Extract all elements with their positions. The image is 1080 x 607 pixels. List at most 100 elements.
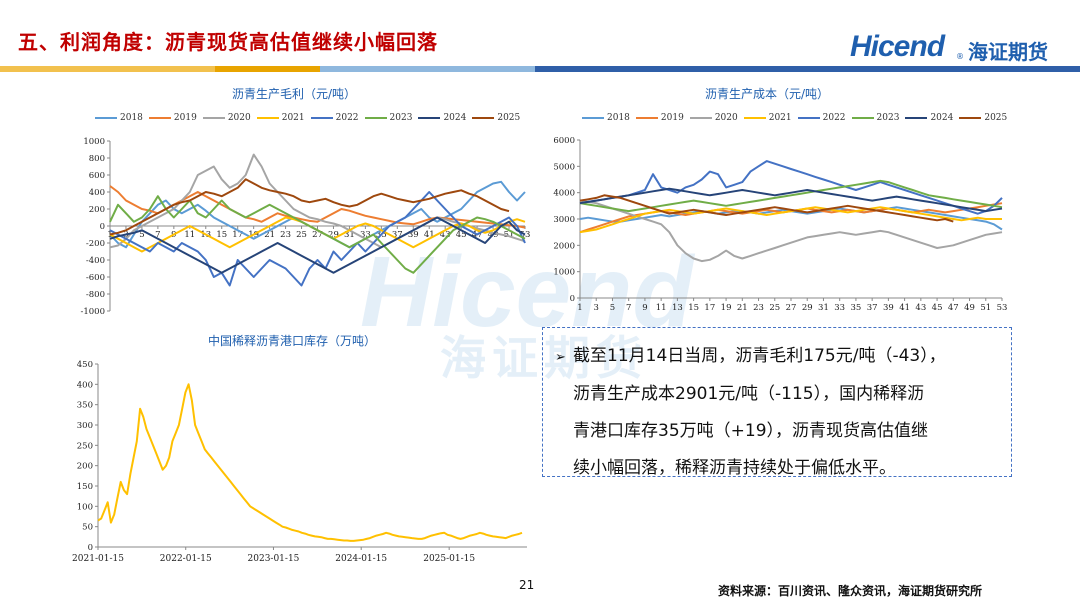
y-tick-label: 1000 bbox=[83, 137, 105, 147]
legend-entry-2022: 2022 bbox=[797, 113, 846, 123]
legend-label: 2022 bbox=[822, 113, 846, 123]
series-line-2025 bbox=[109, 178, 510, 236]
y-tick-label: 3000 bbox=[553, 215, 575, 225]
logo-registered: ® bbox=[956, 52, 964, 61]
series-line-inventory bbox=[97, 383, 523, 542]
x-tick-label: 53 bbox=[520, 230, 531, 240]
logo-wordmark: Hicend bbox=[850, 30, 945, 63]
legend-label: 2019 bbox=[173, 113, 197, 123]
x-tick-label: 25 bbox=[296, 230, 307, 240]
x-tick-label: 49 bbox=[964, 303, 975, 313]
legend-entry-2020: 2020 bbox=[689, 113, 738, 123]
x-tick-label: 29 bbox=[802, 303, 813, 313]
commentary-line-2: 沥青生产成本2901元/吨（-115），国内稀释沥 bbox=[573, 384, 925, 404]
x-tick-label: 2025-01-15 bbox=[423, 554, 475, 564]
x-tick-label: 47 bbox=[948, 303, 959, 313]
legend-label: 2018 bbox=[120, 113, 143, 123]
y-tick-label: 0 bbox=[88, 543, 93, 553]
x-tick-label: 19 bbox=[721, 303, 732, 313]
legend-swatch bbox=[418, 117, 441, 119]
legend-swatch bbox=[202, 117, 225, 119]
series-line-2023 bbox=[579, 179, 1003, 213]
legend-swatch bbox=[959, 117, 982, 119]
y-tick-label: 300 bbox=[77, 421, 93, 431]
series-line-2024 bbox=[579, 187, 1003, 213]
y-tick-label: 400 bbox=[77, 380, 93, 390]
x-tick-label: 53 bbox=[997, 303, 1008, 313]
legend-entry-2019: 2019 bbox=[635, 113, 684, 123]
page-number: 21 bbox=[519, 578, 535, 592]
x-tick-label: 13 bbox=[672, 303, 683, 313]
cost-chart-legend: 2018 2019 2020 2021 2022 2023 2024 2025 bbox=[582, 113, 1009, 123]
y-tick-label: 200 bbox=[89, 205, 105, 215]
y-tick-label: -600 bbox=[86, 273, 105, 283]
x-tick-label: 33 bbox=[834, 303, 845, 313]
y-tick-label: 0 bbox=[100, 222, 105, 232]
x-tick-label: 5 bbox=[610, 303, 615, 313]
series-line-2021 bbox=[579, 206, 1002, 234]
x-tick-label: 11 bbox=[656, 303, 667, 313]
legend-swatch bbox=[310, 117, 333, 119]
x-tick-label: 17 bbox=[704, 303, 715, 313]
legend-swatch bbox=[635, 117, 658, 119]
legend-swatch bbox=[689, 117, 712, 119]
y-tick-label: 800 bbox=[89, 154, 105, 164]
y-tick-label: 200 bbox=[77, 462, 93, 472]
x-tick-label: 45 bbox=[932, 303, 943, 313]
x-tick-label: 27 bbox=[312, 230, 323, 240]
commentary-line-1: ➢ 截至11月14日当周，沥青毛利175元/吨（-43）， bbox=[555, 338, 1005, 376]
x-tick-label: 41 bbox=[899, 303, 910, 313]
legend-swatch bbox=[851, 117, 874, 119]
header-band-gold bbox=[215, 66, 320, 72]
x-tick-label: 31 bbox=[818, 303, 829, 313]
legend-swatch bbox=[472, 117, 495, 119]
data-source: 资料来源：百川资讯、隆众资讯，海证期货研究所 bbox=[718, 584, 983, 598]
header-band-yellow bbox=[0, 66, 215, 72]
x-tick-label: 39 bbox=[408, 230, 419, 240]
x-tick-label: 15 bbox=[688, 303, 699, 313]
legend-swatch bbox=[256, 117, 279, 119]
legend-label: 2021 bbox=[768, 113, 792, 123]
x-tick-label: 45 bbox=[456, 230, 467, 240]
x-tick-label: 2024-01-15 bbox=[335, 554, 387, 564]
y-tick-label: 5000 bbox=[553, 162, 575, 172]
legend-entry-2024: 2024 bbox=[905, 113, 953, 123]
legend-label: 2021 bbox=[281, 113, 305, 123]
legend-label: 2023 bbox=[389, 113, 413, 123]
legend-entry-2022: 2022 bbox=[310, 113, 359, 123]
legend-entry-2023: 2023 bbox=[364, 113, 413, 123]
y-tick-label: -1000 bbox=[80, 307, 105, 317]
watermark-chinese: 海证期货 bbox=[440, 331, 648, 385]
legend-swatch bbox=[743, 117, 766, 119]
x-tick-label: 15 bbox=[216, 230, 227, 240]
x-tick-label: 41 bbox=[424, 230, 435, 240]
y-tick-label: 4000 bbox=[553, 189, 575, 199]
commentary-line-4: 续小幅回落，稀释沥青持续处于偏低水平。 bbox=[573, 458, 896, 478]
cost-chart-title: 沥青生产成本（元/吨） bbox=[705, 87, 830, 101]
x-tick-label: 9 bbox=[642, 303, 647, 313]
commentary-text: ➢ 截至11月14日当周，沥青毛利175元/吨（-43）， 沥青生产成本2901元… bbox=[555, 338, 1005, 487]
legend-label: 2024 bbox=[930, 113, 954, 123]
x-tick-label: 43 bbox=[915, 303, 926, 313]
legend-label: 2019 bbox=[660, 113, 684, 123]
legend-entry-2018: 2018 bbox=[582, 113, 630, 123]
x-tick-label: 2023-01-15 bbox=[248, 554, 300, 564]
legend-swatch bbox=[582, 117, 604, 119]
x-tick-label: 7 bbox=[626, 303, 631, 313]
margin-chart-title: 沥青生产毛利（元/吨） bbox=[232, 87, 357, 101]
series-line-2025 bbox=[579, 194, 954, 223]
series-line-2024 bbox=[109, 216, 526, 274]
y-tick-label: 2000 bbox=[553, 241, 575, 251]
x-tick-label: 23 bbox=[280, 230, 291, 240]
y-tick-label: 600 bbox=[89, 171, 105, 181]
legend-entry-2020: 2020 bbox=[202, 113, 251, 123]
y-tick-label: 50 bbox=[82, 523, 93, 533]
legend-label: 2025 bbox=[497, 113, 521, 123]
legend-swatch bbox=[148, 117, 171, 119]
x-tick-label: 11 bbox=[184, 230, 195, 240]
x-tick-label: 7 bbox=[155, 230, 160, 240]
x-tick-label: 39 bbox=[883, 303, 894, 313]
